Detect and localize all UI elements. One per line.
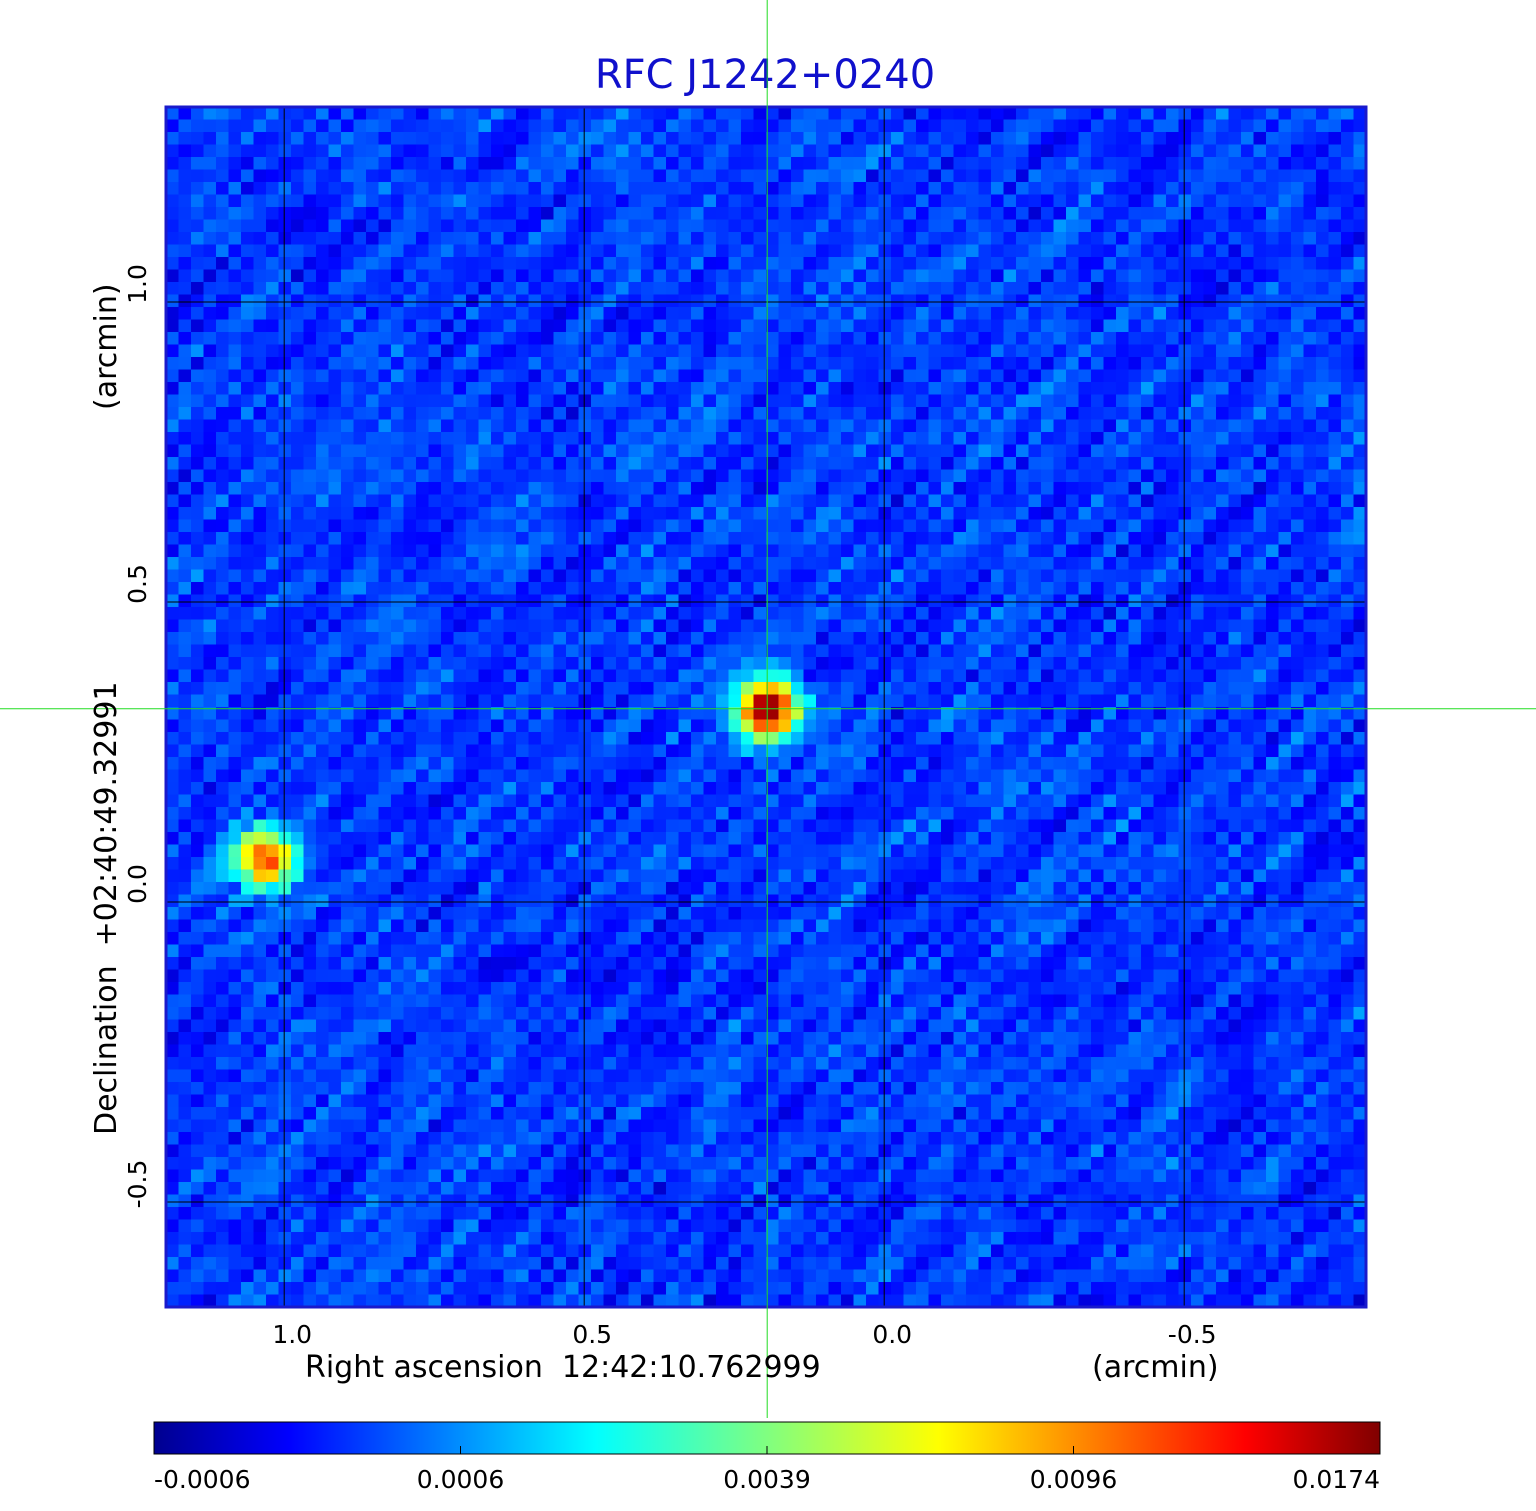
heatmap-image [166,107,1366,1307]
x-tick-label: 0.5 [572,1320,612,1349]
x-axis-label: Right ascension 12:42:10.762999 [305,1350,821,1385]
colorbar-tick-label: 0.0006 [417,1465,504,1494]
y-tick-labels: 1.0 0.5 0.0 -0.5 [123,264,152,1208]
y-tick-label: 0.0 [123,864,152,904]
colorbar-tick-label: -0.0006 [154,1465,251,1494]
plot-frame [164,105,1368,1309]
crosshair [0,0,1536,1418]
chart-title: RFC J1242+0240 [595,52,935,98]
x-tick-label: 1.0 [272,1320,312,1349]
colorbar-tick-label: 0.0174 [1293,1465,1380,1494]
y-axis-label: Declination +02:40:49.32991 [89,681,124,1135]
grid-lines [166,107,1366,1307]
y-tick-label: 0.5 [123,564,152,604]
x-tick-label: -0.5 [1168,1320,1217,1349]
colorbar-tick-label: 0.0096 [1030,1465,1117,1494]
x-axis-unit: (arcmin) [1092,1350,1219,1385]
colorbar-tick-label: 0.0039 [723,1465,810,1494]
x-tick-label: 0.0 [872,1320,912,1349]
x-tick-labels: 1.0 0.5 0.0 -0.5 [272,1320,1216,1349]
y-axis-unit: (arcmin) [89,283,124,410]
y-tick-label: 1.0 [123,264,152,304]
y-tick-label: -0.5 [123,1160,152,1209]
colorbar-ticks: -0.0006 0.0006 0.0039 0.0096 0.0174 [153,1446,1381,1494]
